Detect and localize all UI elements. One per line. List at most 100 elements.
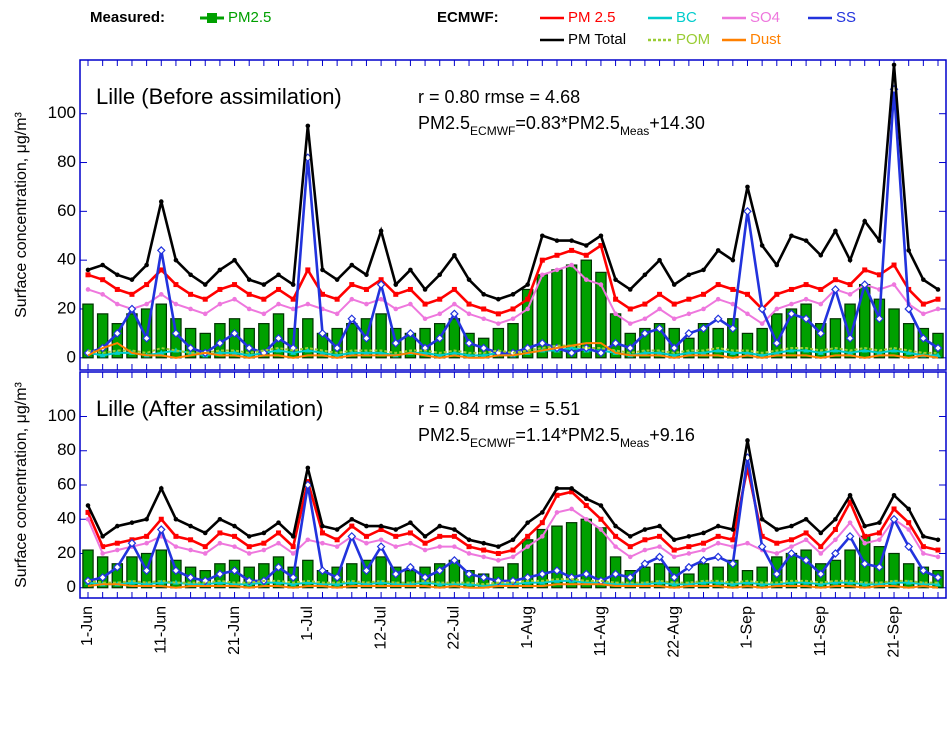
marker [495,550,501,556]
marker [393,291,399,297]
marker [144,533,150,539]
marker [657,533,663,539]
legend-label: PM2.5 [228,9,271,26]
plot-frame [79,59,947,371]
legend-entry: PM2.5 [200,9,271,26]
marker [115,301,120,307]
marker [920,544,926,550]
marker [713,314,723,324]
marker [569,489,575,495]
marker [715,540,721,546]
marker [364,540,369,546]
marker [244,343,254,353]
marker [466,352,473,358]
marker [422,534,428,539]
marker [334,527,340,532]
marker [788,286,794,292]
legend-entry: PM 2.5 [540,9,616,26]
bar [844,549,856,589]
marker [304,579,311,585]
legend-label: PM Total [568,31,626,48]
marker [537,569,547,579]
marker [686,296,692,302]
marker [320,267,325,273]
marker [539,257,545,263]
marker [276,286,282,292]
marker [188,523,193,529]
marker [144,540,149,546]
marker [437,311,443,317]
marker [261,296,267,302]
marker [334,544,340,549]
marker [569,506,574,512]
marker [142,333,151,343]
marker [847,499,853,505]
marker [642,316,648,322]
marker [540,233,545,239]
marker [730,527,736,532]
marker [158,199,164,204]
x-tick-label: 22-Aug [665,606,682,658]
marker [833,537,838,543]
marker [393,544,399,549]
marker [188,291,194,297]
marker [627,534,633,539]
marker [759,321,765,326]
marker [701,530,706,536]
marker [774,551,780,556]
marker [496,296,501,302]
marker [613,533,619,539]
marker [862,218,868,224]
marker [128,579,135,585]
marker [510,547,516,553]
marker [715,282,721,288]
x-tick-label: 11-Jun [152,606,169,654]
marker [861,581,868,587]
marker [422,287,428,292]
marker [845,532,855,541]
marker [789,301,794,307]
marker [891,492,897,498]
panel-title: Lille (After assimilation) [96,396,323,421]
marker [801,314,811,324]
marker [393,282,399,287]
marker [362,566,371,575]
marker [202,296,208,302]
marker [376,542,386,551]
marker [686,551,692,556]
y-axis-label: Surface concentration, μg/m³ [13,381,30,587]
marker [364,301,369,307]
marker [803,530,809,536]
marker [349,296,355,302]
marker [818,252,824,258]
bar [683,573,695,589]
bar [448,318,461,359]
marker [217,267,223,273]
bar [785,308,798,359]
marker [935,352,941,358]
marker [112,562,122,572]
marker [817,349,824,355]
bar [565,522,578,589]
marker [437,296,443,302]
marker [246,352,253,358]
marker [803,537,809,543]
marker [745,438,750,443]
marker [290,296,296,302]
marker [452,544,457,549]
marker [188,272,193,278]
marker [818,301,824,307]
marker [642,527,648,532]
marker [906,520,912,526]
bar [697,323,710,359]
bar [507,323,519,359]
marker [274,562,283,572]
marker [261,530,267,536]
marker [142,566,151,575]
legend-entry: SO4 [722,9,780,26]
bar [155,549,168,589]
marker [422,349,429,355]
marker [921,277,926,282]
marker [173,257,179,263]
marker [276,520,281,525]
